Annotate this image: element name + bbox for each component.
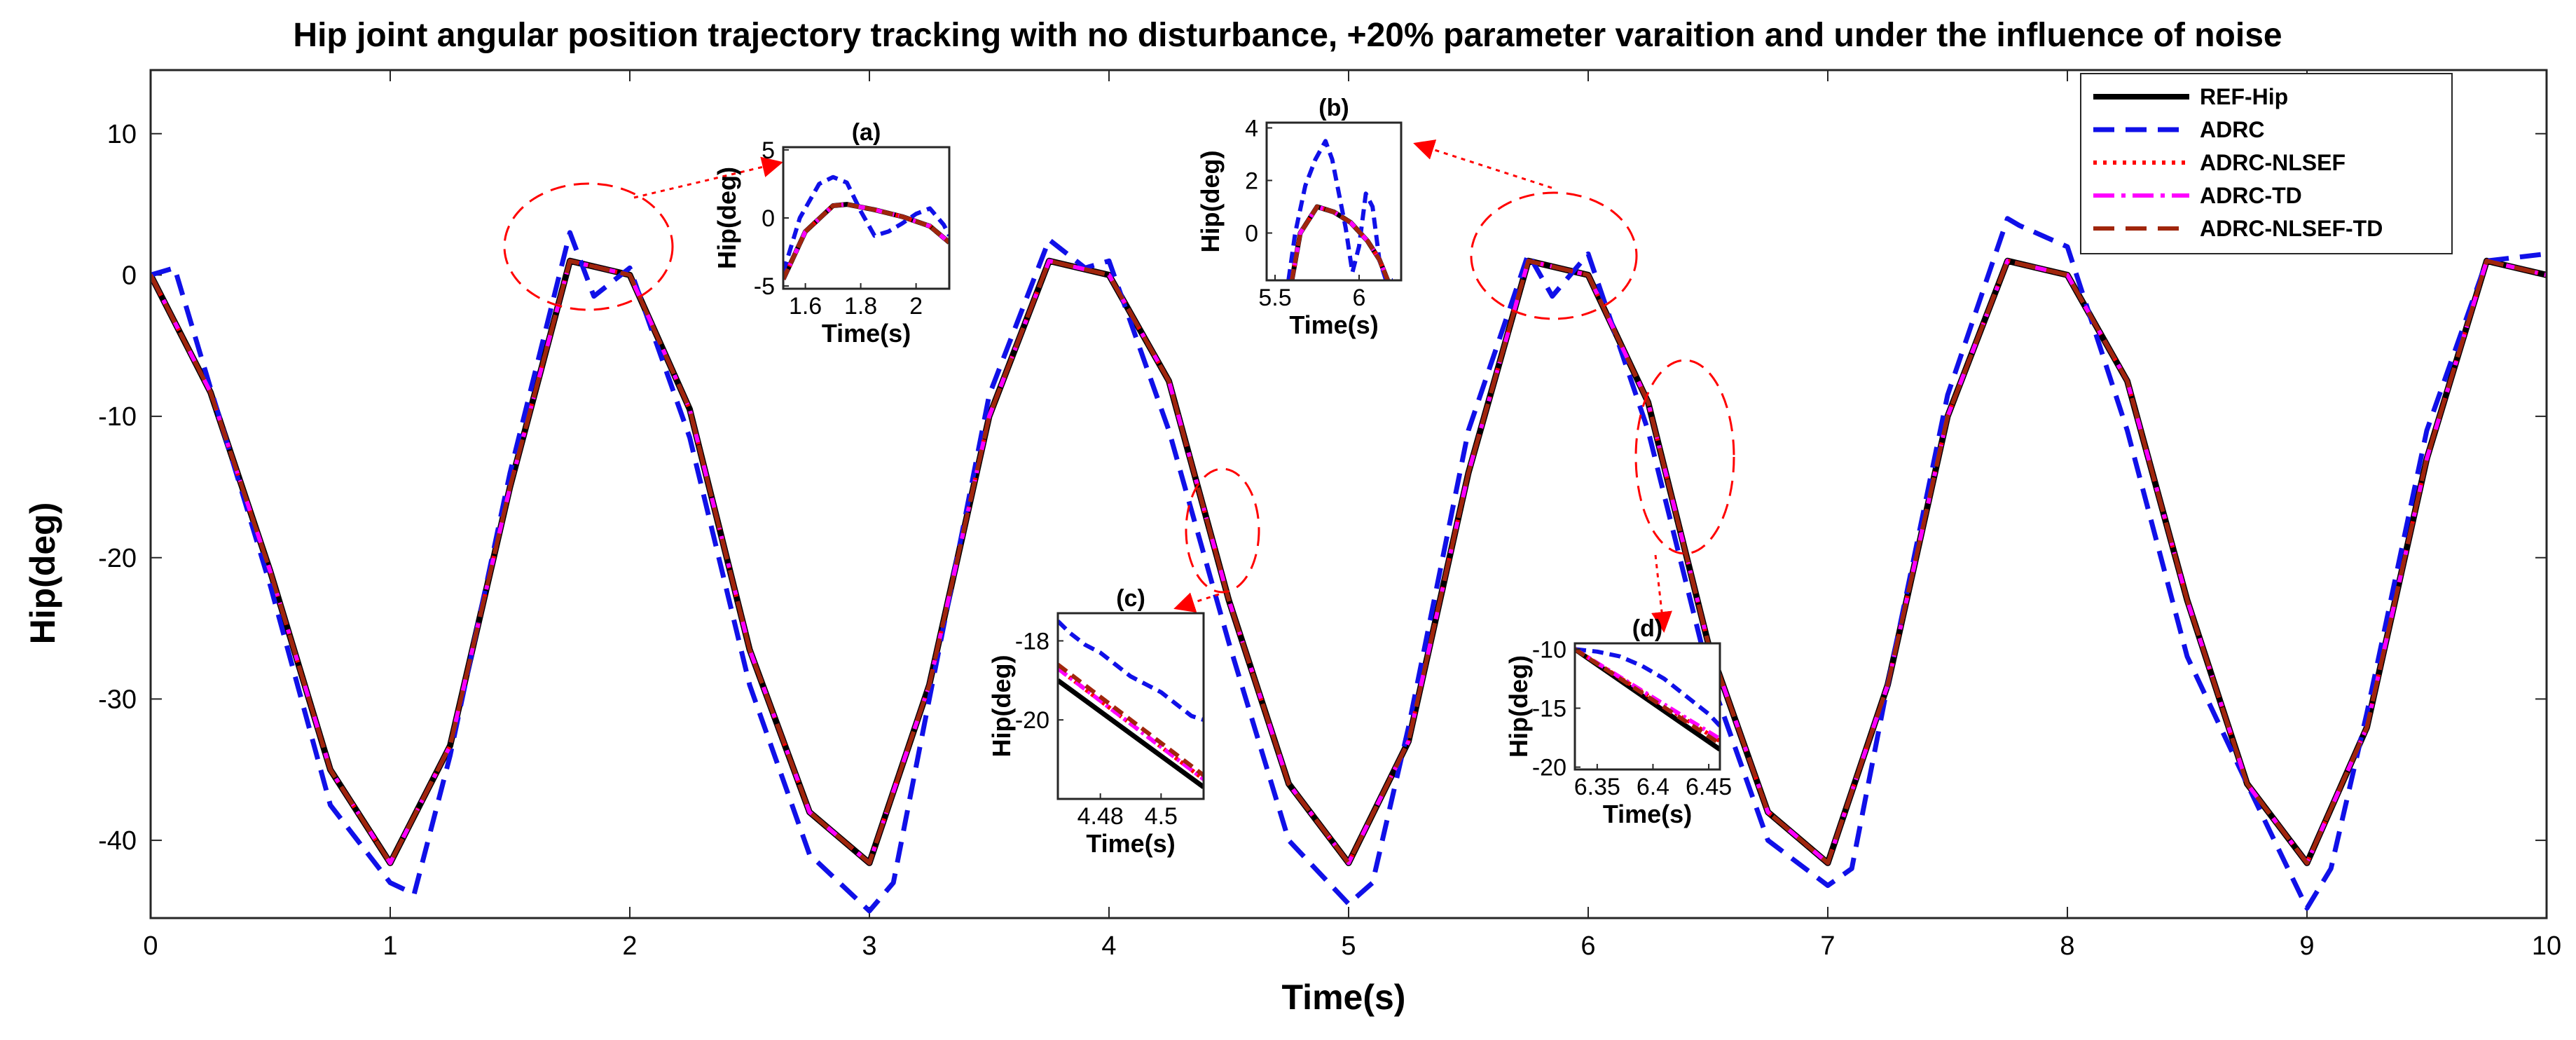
inset-y-tick-label: -15 <box>1532 696 1566 723</box>
x-tick-label: 3 <box>862 931 876 961</box>
inset-series <box>1286 139 1393 280</box>
legend-label: ADRC-NLSEF <box>2200 150 2346 175</box>
x-tick-label: 8 <box>2060 931 2074 961</box>
y-tick-label: -40 <box>98 826 137 856</box>
inset-x-label: Time(s) <box>1086 829 1175 858</box>
inset-y-tick-label: -5 <box>754 273 775 300</box>
inset-series-line <box>1575 647 1720 746</box>
inset-series-line <box>1290 205 1390 280</box>
y-tick-label: 10 <box>107 120 137 149</box>
inset-y-tick-label: 2 <box>1245 168 1258 195</box>
inset-y-tick-label: -18 <box>1015 628 1049 655</box>
legend-label: ADRC-TD <box>2200 183 2302 208</box>
zoom-region-ellipse <box>1185 467 1260 594</box>
x-tick-label: 6 <box>1580 931 1595 961</box>
inset-x-tick-label: 6.35 <box>1574 774 1620 800</box>
y-tick-label: 0 <box>122 261 137 290</box>
chart-title: Hip joint angular position trajectory tr… <box>293 17 2282 54</box>
series-line-adrc-td <box>151 259 2547 865</box>
inset-series-line <box>1058 620 1204 723</box>
inset-y-tick-label: 5 <box>762 137 775 164</box>
inset-series-line <box>1575 647 1720 727</box>
inset-y-label: Hip(deg) <box>1504 655 1533 758</box>
legend: REF-Hip ADRC ADRC-NLSEF ADRC-TD ADRC-NLSEF-T… <box>2080 73 2453 254</box>
inset-y-label: Hip(deg) <box>987 655 1016 758</box>
inset-x-label: Time(s) <box>1603 800 1692 828</box>
inset-x-tick-label: 2 <box>909 293 923 320</box>
x-tick-label: 2 <box>622 931 637 961</box>
zoom-annotations <box>503 139 1735 633</box>
inset-series-line <box>1286 139 1393 280</box>
inset-frame <box>1573 642 1721 771</box>
inset-y-tick-label: -10 <box>1532 636 1566 663</box>
inset-series-line <box>1058 678 1204 789</box>
inset-x-tick-label: 6.45 <box>1686 774 1732 800</box>
x-tick-label: 7 <box>1820 931 1835 961</box>
zoom-arrow <box>633 156 783 199</box>
inset-x-label: Time(s) <box>1289 310 1378 339</box>
zoom-arrow <box>1651 554 1672 633</box>
inset-x-tick-label: 6 <box>1353 285 1366 311</box>
inset-x-tick-label: 1.8 <box>844 293 877 320</box>
inset-x-label: Time(s) <box>822 319 911 348</box>
x-tick-label: 4 <box>1101 931 1116 961</box>
inset-y-label: Hip(deg) <box>1196 151 1225 253</box>
inset-title: (a) <box>852 119 881 146</box>
inset-x-tick-label: 6.4 <box>1637 774 1669 800</box>
inset-x-tick-label: 5.5 <box>1258 285 1291 311</box>
main-plot-area: 0 1 2 3 4 5 6 7 8 9 10 10 0 -10 -20 -30 -40 <box>98 69 2561 961</box>
inset-y-tick-label: -20 <box>1532 755 1566 781</box>
zoom-region-ellipse <box>1634 359 1735 555</box>
legend-label: REF-Hip <box>2200 84 2288 109</box>
inset-a: 1.6 1.8 2 5 0 -5 (a) Time(s) Hip(deg) <box>712 119 951 348</box>
inset-title: (c) <box>1116 585 1145 612</box>
inset-series-line <box>1058 666 1204 781</box>
y-tick-label: -30 <box>98 685 137 714</box>
inset-x-tick-label: 4.5 <box>1145 803 1178 830</box>
inset-c: 4.48 4.5 -18 -20 (c) Time(s) Hip(deg) <box>987 585 1205 858</box>
inset-y-tick-label: 0 <box>762 205 775 232</box>
inset-d: 6.35 6.4 6.45 -10 -15 -20 (d) Time(s) Hip(deg) <box>1504 615 1732 828</box>
legend-label: ADRC <box>2200 117 2264 142</box>
inset-title: (d) <box>1632 615 1662 642</box>
x-axis-label: Time(s) <box>1282 978 1406 1017</box>
inset-series-line <box>783 175 949 273</box>
inset-series <box>1058 620 1204 789</box>
x-tick-label: 1 <box>383 931 397 961</box>
inset-frame <box>1056 612 1205 800</box>
x-tick-label: 5 <box>1341 931 1356 961</box>
inset-series-line <box>783 202 949 280</box>
x-tick-label: 9 <box>2299 931 2314 961</box>
legend-label: ADRC-NLSEF-TD <box>2200 216 2383 241</box>
zoom-arrow <box>1413 139 1552 189</box>
inset-plots: 1.6 1.8 2 5 0 -5 (a) Time(s) Hip(deg) 5.5 6 4 2 0 (b) T… <box>712 95 1732 858</box>
zoom-region-ellipse <box>503 182 674 311</box>
inset-x-tick-label: 1.6 <box>789 293 822 320</box>
inset-title: (b) <box>1318 95 1349 121</box>
inset-y-tick-label: 0 <box>1245 221 1258 247</box>
series-lines <box>151 216 2547 914</box>
plot-frame <box>149 69 2548 919</box>
zoom-arrow <box>1173 592 1220 613</box>
y-tick-label: -20 <box>98 544 137 573</box>
inset-series-line <box>1058 662 1204 777</box>
y-tick-label: -10 <box>98 402 137 432</box>
inset-y-tick-label: 4 <box>1245 116 1258 142</box>
x-tick-label: 0 <box>143 931 158 961</box>
inset-x-tick-label: 4.48 <box>1077 803 1124 830</box>
inset-y-tick-label: -20 <box>1015 707 1049 734</box>
zoom-region-ellipse <box>1470 191 1638 320</box>
inset-frame <box>1265 121 1403 282</box>
inset-y-label: Hip(deg) <box>712 167 741 269</box>
x-tick-label: 10 <box>2532 931 2561 961</box>
y-axis-label: Hip(deg) <box>23 502 62 645</box>
series-line-adrc <box>151 216 2547 914</box>
inset-series <box>1575 647 1720 752</box>
inset-series <box>783 175 949 280</box>
inset-b: 5.5 6 4 2 0 (b) Time(s) Hip(deg) <box>1196 95 1403 339</box>
